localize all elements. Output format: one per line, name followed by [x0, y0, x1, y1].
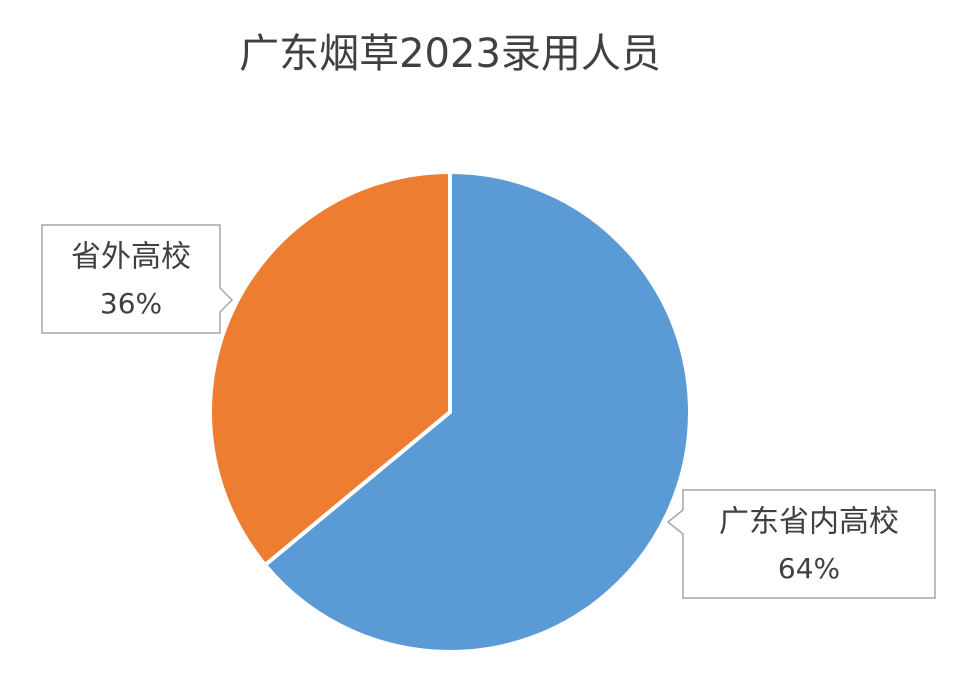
- callout-box: [666, 489, 936, 599]
- pie-slice: [262, 169, 692, 654]
- callout-box: [41, 224, 234, 334]
- slice-label: 广东省内高校: [719, 505, 899, 540]
- slice-label: 省外高校: [71, 240, 191, 275]
- chart-title: 广东烟草2023录用人员: [239, 31, 661, 77]
- value-label: 36%: [100, 287, 162, 320]
- value-label: 64%: [778, 552, 840, 585]
- pie-slice: [208, 169, 452, 568]
